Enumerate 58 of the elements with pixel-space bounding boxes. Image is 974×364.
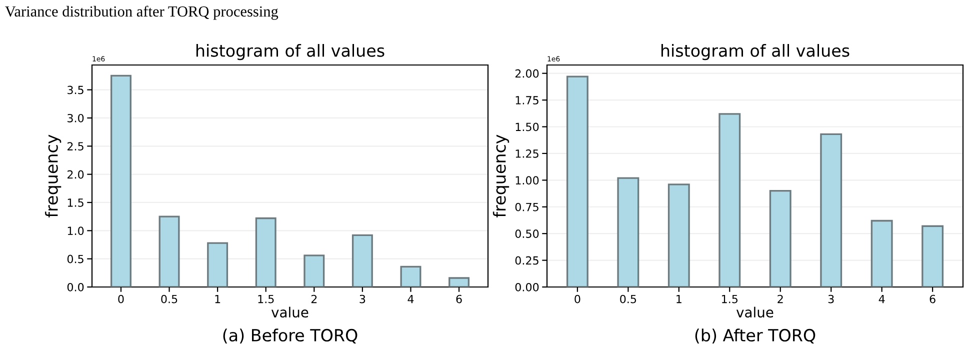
x-tick-label: 1.5 (258, 294, 274, 304)
y-tick-label: 3.0 (68, 114, 84, 122)
x-axis-title: value (736, 306, 774, 318)
x-tick-label: 0.5 (620, 294, 636, 304)
bar (566, 76, 588, 287)
x-tick-label: 6 (930, 294, 936, 304)
bar (769, 190, 792, 287)
x-tick-label: 2 (778, 294, 783, 304)
x-tick-label: 1 (215, 294, 220, 304)
y-tick-label: 1.00 (516, 176, 539, 185)
bar (255, 217, 276, 287)
y-tick-label: 1.25 (516, 149, 538, 158)
y-tick-label: 0.50 (515, 230, 539, 238)
text: (b) After TORQ (695, 328, 816, 344)
bar (922, 225, 944, 287)
y-axis-title: frequency (45, 134, 62, 218)
bar (304, 254, 325, 287)
bar (870, 220, 893, 287)
bar (400, 266, 422, 287)
y-tick-label: 2.0 (68, 170, 84, 179)
text: (a) Before TORQ (223, 328, 358, 344)
bar (110, 74, 132, 287)
y-tick-label: 2.5 (68, 142, 84, 151)
y-tick-label: 3.5 (68, 86, 84, 94)
y-tick-label: 1.75 (516, 96, 538, 104)
x-tick-label: 6 (456, 294, 462, 304)
x-tick-label: 1.5 (722, 294, 738, 304)
y-tick-label: 0.5 (67, 254, 84, 264)
chart-title: histogram of all values (196, 44, 384, 60)
bar (820, 133, 842, 287)
x-axis-title: value (271, 306, 308, 318)
x-tick-label: 2 (311, 294, 317, 304)
x-tick-label: 0 (574, 294, 580, 304)
x-tick-label: 4 (408, 294, 414, 304)
y-tick-label: 0.25 (515, 256, 538, 265)
bar (158, 216, 180, 287)
y-tick-label: 1.50 (516, 122, 539, 132)
x-tick-label: 0.5 (161, 294, 178, 304)
y-tick-label: 2.00 (515, 69, 539, 78)
bar (718, 113, 741, 287)
bar (352, 234, 373, 287)
bar (448, 277, 470, 287)
y-tick-label: 0.75 (515, 202, 538, 212)
y-tick-label: 0.0 (67, 282, 84, 292)
y-tick-label: 0.00 (515, 282, 539, 292)
bar (668, 184, 690, 287)
y-tick-label: 1.0 (68, 226, 84, 236)
x-tick-label: 0 (118, 294, 124, 304)
x-tick-label: 3 (828, 294, 834, 304)
x-tick-label: 1 (676, 294, 682, 304)
bar (207, 242, 228, 287)
x-tick-label: 3 (360, 294, 366, 304)
x-tick-label: 4 (878, 294, 885, 304)
chart-title: histogram of all values (661, 44, 850, 60)
text: Variance distribution after TORQ processing (5, 6, 278, 20)
bar (617, 177, 640, 287)
y-tick-label: 1.5 (68, 198, 84, 207)
y-axis-title: frequency (492, 134, 510, 218)
